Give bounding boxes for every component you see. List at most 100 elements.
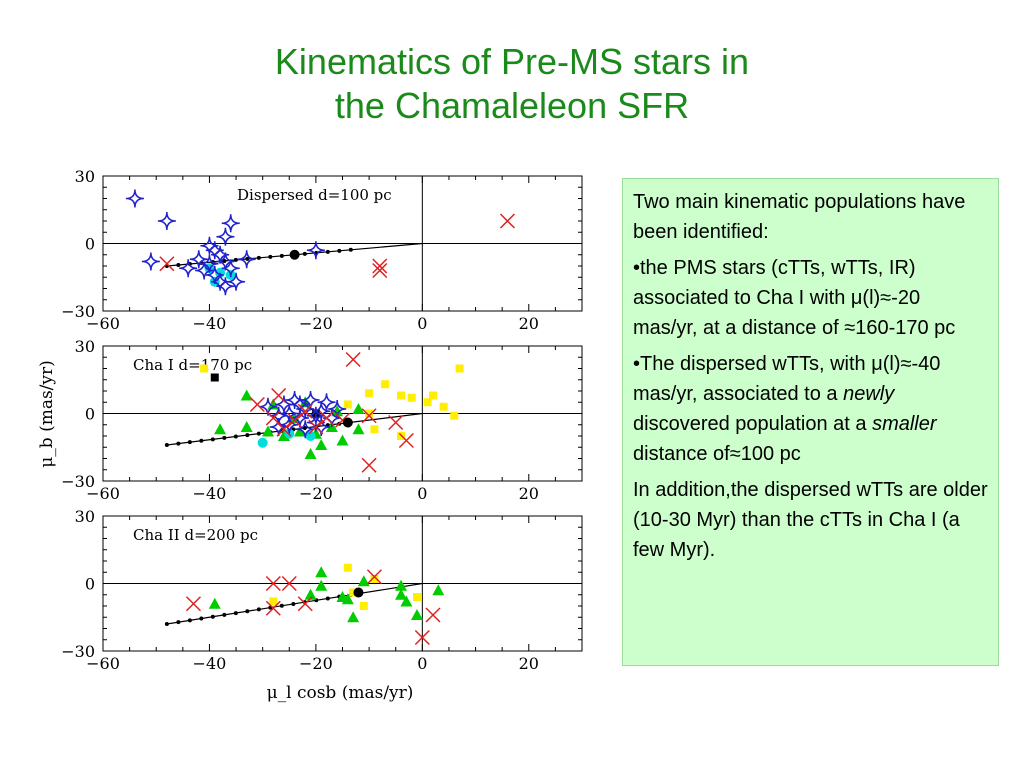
line-dot — [325, 596, 330, 601]
triangle-point — [261, 425, 274, 437]
line-dot — [210, 614, 215, 619]
triangle-point — [395, 588, 408, 600]
summary-box: Two main kinematic populations have been… — [622, 178, 999, 666]
line-dot — [199, 438, 204, 443]
line-dot — [222, 435, 227, 440]
yellow-square-point — [365, 409, 374, 418]
line-dot — [210, 437, 215, 442]
line-dot — [164, 443, 169, 447]
y-tick-label: −30 — [61, 472, 95, 491]
line-dot — [245, 433, 250, 438]
line-dot — [187, 618, 192, 623]
cyan-circle-point — [257, 437, 268, 448]
panel-3: 30 0 −30−60 −40 −20 0 20 Cha II d=200 pc — [61, 507, 583, 673]
cross-point — [361, 408, 377, 424]
x-axis-title: μ_l cosb (mas/yr) — [267, 683, 414, 703]
line-dot — [176, 620, 181, 625]
star-point — [227, 272, 246, 291]
triangle-point — [352, 423, 365, 435]
title-line-1: Kinematics of Pre-MS stars in — [274, 41, 750, 82]
yellow-square-point — [413, 593, 422, 601]
line-dot — [348, 247, 353, 252]
triangle-point — [357, 575, 370, 587]
cross-point — [361, 457, 377, 473]
triangle-point — [293, 425, 306, 437]
cross-point — [159, 256, 175, 272]
y-tick-label: 30 — [75, 337, 95, 356]
x-tick-label: −40 — [193, 314, 227, 333]
triangle-point — [411, 609, 424, 620]
line-dot — [187, 440, 192, 445]
summary-dispersed: •The dispersed wTTs, with μ(l)≈-40 mas/y… — [633, 349, 988, 469]
y-tick-label: 30 — [75, 507, 95, 526]
star-point — [216, 277, 235, 296]
line-dot — [337, 248, 342, 253]
cross-point — [414, 629, 430, 646]
cross-point — [372, 258, 388, 274]
summary-dispersed-text: •The dispersed wTTs, with μ(l)≈-40 mas/y… — [633, 353, 941, 405]
summary-newly: newly — [843, 383, 895, 405]
yellow-square-point — [365, 389, 374, 398]
star-point — [258, 397, 278, 416]
x-tick-label: −40 — [193, 654, 227, 673]
panel-2: 30 0 −30−60 −40 −20 0 20 Cha I d=170 pc — [61, 337, 583, 503]
summary-dispersed-mid: discovered population at a — [633, 413, 873, 435]
triangle-point — [304, 588, 317, 600]
cross-point — [366, 569, 382, 585]
y-tick-label: 0 — [85, 405, 95, 424]
triangle-point — [240, 421, 253, 432]
y-axis-title: μ_b (mas/yr) — [37, 360, 57, 468]
triangle-point — [432, 584, 445, 596]
star-point — [141, 252, 160, 271]
triangle-point — [304, 448, 317, 459]
line-dot — [302, 251, 307, 256]
x-tick-label: 20 — [519, 314, 539, 333]
cross-point — [388, 414, 404, 431]
yellow-square-point — [428, 391, 437, 400]
triangle-point — [336, 434, 349, 446]
line-dot — [279, 603, 284, 608]
cross-point — [265, 575, 281, 592]
x-tick-label: −20 — [299, 314, 333, 333]
line-dot — [245, 256, 250, 261]
x-tick-label: 20 — [519, 654, 539, 673]
star-point — [269, 417, 288, 437]
triangle-point — [331, 405, 344, 417]
line-dot — [256, 431, 261, 436]
black-square-point — [210, 373, 219, 382]
yellow-square-point — [269, 597, 278, 606]
line-dot — [233, 434, 238, 439]
cross-point — [319, 410, 335, 426]
title-line-2: the Chamaleleon SFR — [334, 85, 690, 126]
star-point — [157, 211, 176, 231]
line-dot — [256, 607, 261, 612]
star-point — [216, 227, 235, 246]
summary-cha-i-mu: μ(l)≈-20 mas/yr — [633, 287, 921, 339]
summary-cha-i-distance: , at a distance of ≈160-170 pc — [691, 317, 956, 339]
cross-point — [499, 213, 516, 229]
cross-point — [276, 421, 292, 437]
y-tick-label: 0 — [85, 575, 95, 594]
cross-point — [345, 351, 361, 368]
star-point — [290, 395, 309, 414]
x-tick-label: 0 — [417, 314, 427, 333]
x-tick-label: −60 — [86, 484, 120, 503]
line-dot — [164, 622, 169, 626]
cross-point — [249, 396, 265, 413]
triangle-point — [315, 566, 328, 578]
x-tick-label: 0 — [417, 484, 427, 503]
star-point — [280, 404, 299, 423]
yellow-square-point — [370, 425, 379, 434]
star-point — [328, 399, 347, 419]
line-dot — [176, 262, 181, 267]
yellow-square-point — [349, 588, 358, 597]
yellow-square-point — [370, 575, 379, 583]
summary-smaller: smaller — [872, 413, 937, 435]
yellow-square-point — [397, 391, 406, 400]
cross-point — [281, 575, 297, 592]
triangle-point — [400, 595, 413, 607]
summary-age: In addition,the dispersed wTTs are older… — [633, 479, 988, 561]
distance-marker — [342, 417, 353, 428]
x-tick-label: −20 — [299, 654, 333, 673]
yellow-square-point — [381, 380, 390, 389]
